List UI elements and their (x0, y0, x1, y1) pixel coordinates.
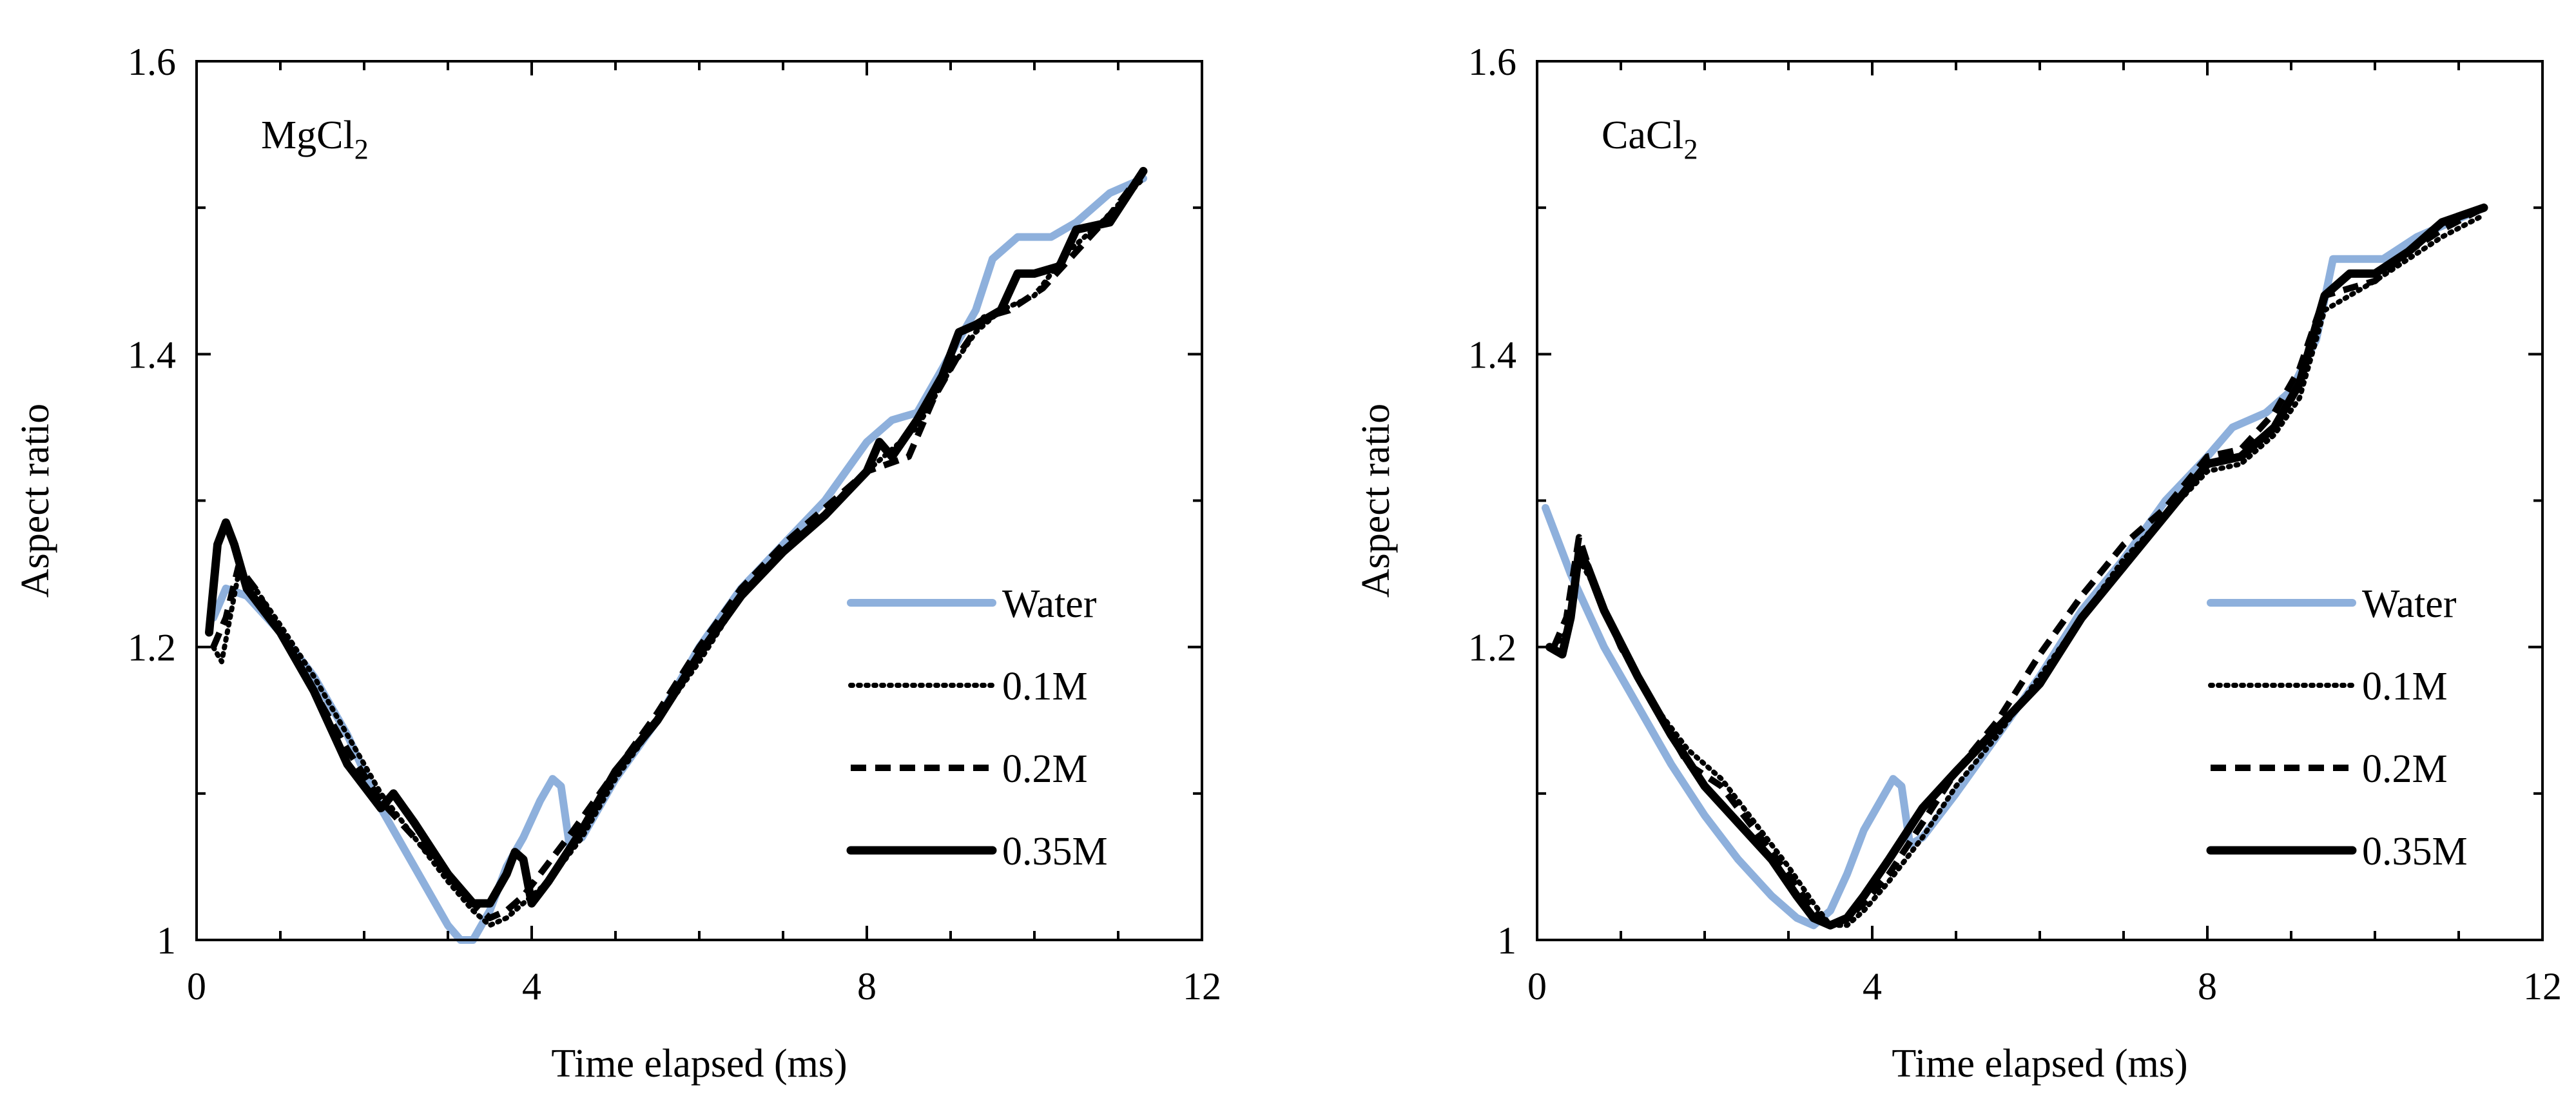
series-line-0-2m (1551, 204, 2486, 929)
x-tick-label: 12 (2523, 965, 2562, 1008)
x-axis-title: Time elapsed (ms) (551, 1042, 847, 1086)
series-line-water (209, 174, 1147, 944)
legend-label: Water (2362, 582, 2457, 626)
x-tick-label: 12 (1183, 965, 1221, 1008)
x-tick-label: 8 (857, 965, 876, 1008)
panel-label-main: MgCl (261, 113, 354, 157)
legend: Water 0.1M 0.2M 0.35M (846, 582, 1108, 874)
x-axis-title: Time elapsed (ms) (1892, 1042, 2187, 1086)
y-tick-label: 1 (1497, 919, 1516, 962)
series-line-water (1542, 204, 2488, 930)
series-group (205, 166, 1148, 944)
series-line-0-1m (1551, 212, 2486, 928)
y-axis-title: Aspect ratio (14, 404, 57, 598)
legend-label: 0.2M (1002, 747, 1088, 791)
legend-label: 0.35M (2362, 830, 2468, 874)
x-tick-label: 8 (2198, 965, 2217, 1008)
y-tick-label: 1.4 (1468, 333, 1516, 376)
y-tick-label: 1.2 (1468, 627, 1516, 669)
panel-label-main: CaCl (1602, 113, 1683, 157)
chart-panel-2: 1 1.2 1.4 1.6 0 4 8 12 Time elapsed (ms) Aspect r… (1354, 41, 2562, 1086)
plot-frame (1536, 60, 2544, 941)
legend-label: 0.35M (1002, 830, 1108, 874)
plot-frame (195, 60, 1203, 941)
panel-label-subscript: 2 (1683, 133, 1698, 165)
x-tick-label: 0 (187, 965, 206, 1008)
x-tick-label: 4 (1863, 965, 1882, 1008)
series-line-0-1m (211, 175, 1146, 928)
panel-label: CaCl2 (1602, 113, 1698, 165)
legend-label: 0.2M (2362, 747, 2448, 791)
series-group (1542, 203, 2488, 930)
panel-label: MgCl2 (261, 113, 369, 165)
chart-panel-1: 1 1.2 1.4 1.6 0 4 8 12 Time elapsed (ms) Aspect r… (14, 41, 1221, 1086)
y-tick-label: 1.6 (1468, 41, 1516, 83)
series-line-0-35m (1545, 203, 2488, 930)
legend-label: Water (1002, 582, 1097, 626)
y-tick-label: 1 (157, 919, 176, 962)
legend-label: 0.1M (1002, 665, 1088, 709)
legend-label: 0.1M (2362, 665, 2448, 709)
y-tick-label: 1.6 (128, 41, 176, 83)
x-tick-label: 0 (1527, 965, 1547, 1008)
series-line-0-2m (210, 169, 1146, 921)
y-tick-label: 1.4 (128, 333, 176, 376)
y-tick-label: 1.2 (128, 627, 176, 669)
series-line-0-35m (205, 166, 1148, 908)
panel-label-subscript: 2 (354, 133, 369, 165)
x-tick-label: 4 (522, 965, 541, 1008)
y-axis-title: Aspect ratio (1354, 404, 1398, 598)
legend: Water 0.1M 0.2M 0.35M (2206, 582, 2468, 874)
